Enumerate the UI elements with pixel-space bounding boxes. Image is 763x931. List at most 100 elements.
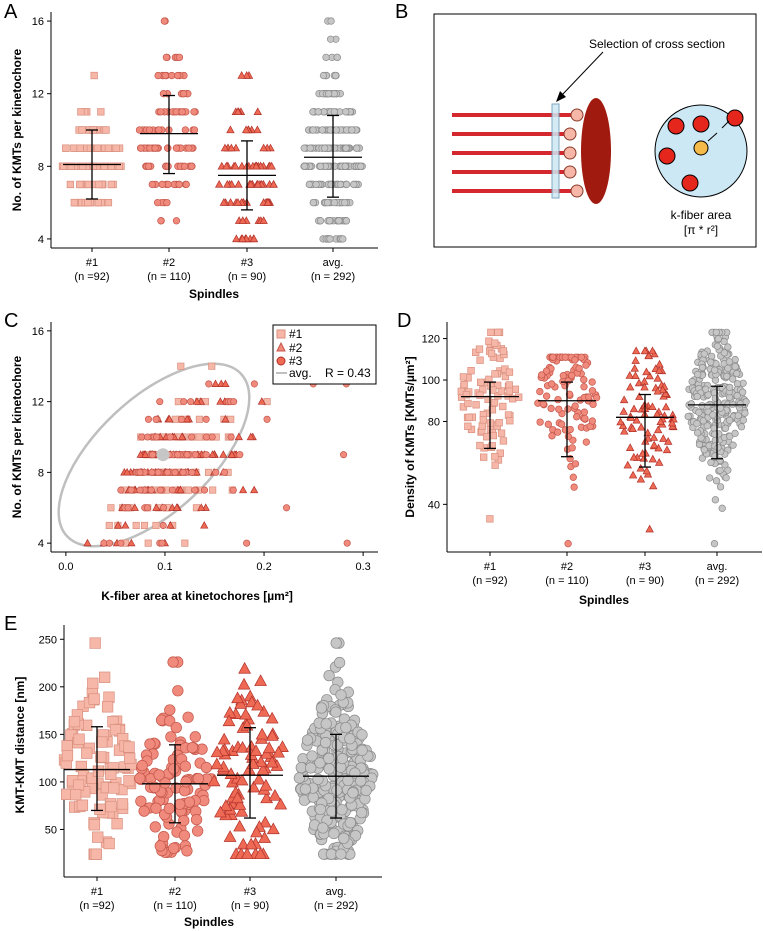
data-point [136,468,144,476]
center-point [693,140,709,156]
data-point [217,732,231,745]
data-point [227,450,236,458]
data-point [341,198,349,207]
data-point [265,729,279,741]
data-point [220,143,230,152]
x-tick-label: #2 [561,561,573,573]
data-point [700,446,708,454]
data-point [620,426,629,435]
panel-b-schematic: Selection of cross section k-fiber area … [433,13,757,248]
data-point [134,772,146,784]
data-point [465,413,473,421]
data-point [250,825,263,838]
data-point [182,414,192,423]
data-point [309,126,317,134]
data-point [109,724,122,736]
data-point [127,538,136,547]
data-point [664,437,673,445]
data-point [511,385,520,393]
legend-label-s3: #3 [289,354,303,368]
data-point [89,637,101,649]
y-tick-label: 16 [32,16,44,28]
data-point [326,235,334,243]
panel-label-b: B [395,1,408,23]
data-point [324,90,333,98]
data-point [202,433,210,441]
data-point [619,407,628,415]
data-point [191,451,199,459]
data-point [688,377,696,386]
data-point [731,429,739,438]
data-point [499,437,508,445]
k-fiber-area-label: k-fiber area [671,208,732,222]
annotation-arrow [561,51,604,96]
y-tick-label: 4 [38,234,44,246]
data-point [164,162,172,170]
data-point [274,797,288,810]
data-point [571,402,579,410]
data-point [153,769,165,781]
data-point [221,414,230,423]
data-point [328,827,340,840]
data-point [242,71,251,79]
data-point [323,198,332,207]
y-tick-label: 120 [422,334,440,346]
data-point [170,721,182,734]
data-point [83,538,92,547]
data-point [323,763,335,775]
data-point [181,539,189,547]
data-point [152,415,160,423]
data-point [537,371,546,379]
data-point [246,432,255,441]
data-point [729,441,737,449]
data-point [711,496,720,504]
data-point [124,752,136,764]
data-point [505,381,513,389]
data-point [268,789,282,801]
data-point [742,398,750,406]
data-point [476,356,484,364]
data-point [105,539,114,547]
data-point [648,346,657,355]
data-point [105,800,117,813]
x-tick-label: #2 [163,257,175,269]
data-point [200,761,212,774]
data-point [693,419,701,428]
data-point [172,144,181,152]
data-point [79,162,87,170]
data-point [259,143,268,152]
y-tick-label: 100 [39,777,57,789]
data-point [340,721,352,734]
data-point [460,380,468,389]
data-point [240,847,254,860]
data-point [208,433,216,441]
legend-swatch-s2 [276,341,286,352]
data-point [234,179,243,188]
data-point [104,198,113,207]
data-point [155,126,163,134]
arrow-head [556,91,566,102]
data-point [616,417,625,426]
data-point [97,108,105,116]
data-point [236,451,244,459]
data-point [207,774,221,787]
data-point [202,451,210,459]
data-point [356,729,368,741]
data-point [342,774,354,787]
data-point [336,752,349,765]
data-point [266,822,280,835]
y-tick-label: 8 [38,161,44,173]
data-point [632,415,641,424]
data-point [588,378,596,386]
data-point [179,760,192,772]
data-point [491,453,499,461]
data-point [662,445,672,454]
data-point [344,817,356,829]
data-point [183,796,196,808]
data-point [625,371,634,379]
data-point [710,540,719,548]
data-point [178,432,187,441]
data-point [725,416,734,425]
x-tick-label: avg. [707,561,728,573]
data-point [178,108,186,116]
